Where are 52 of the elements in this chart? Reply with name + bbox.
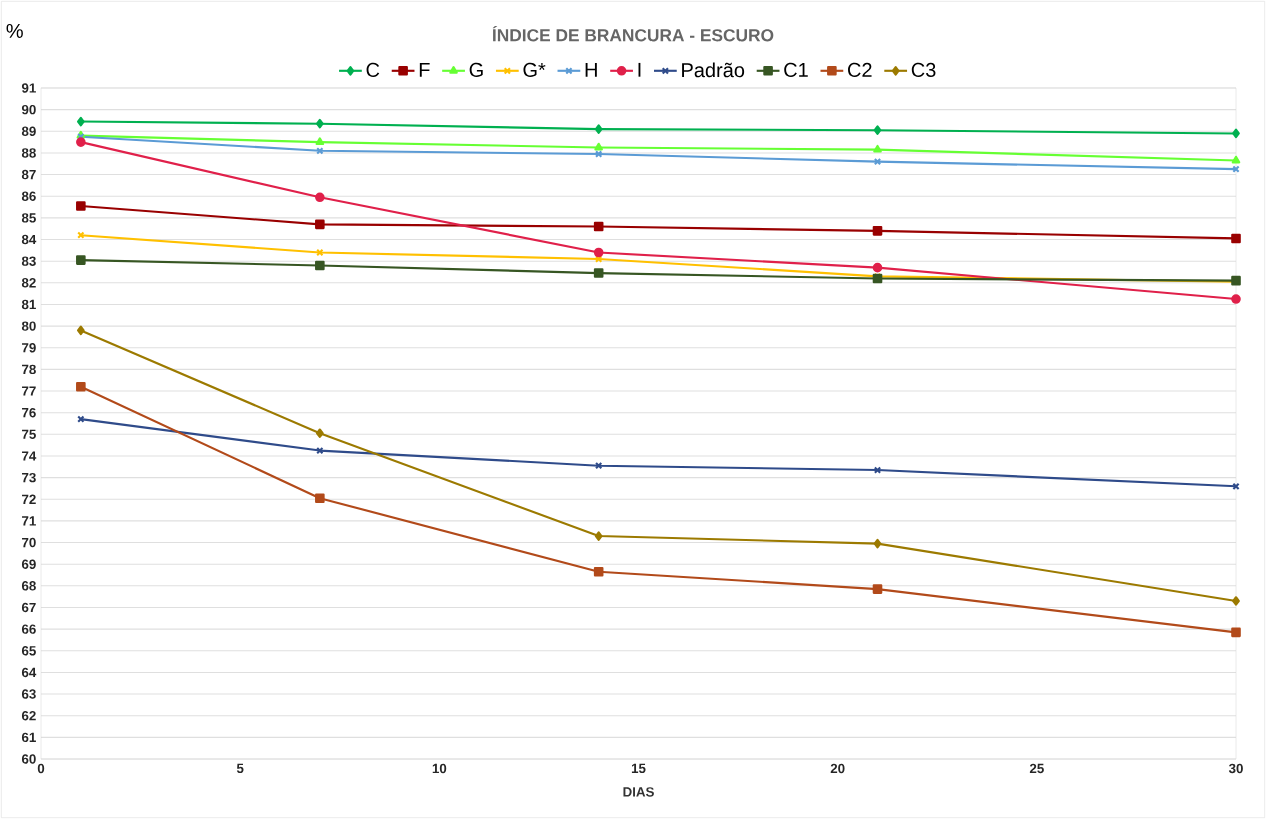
y-tick-label: 67 [21,602,36,613]
x-tick-label: 25 [1029,763,1044,774]
y-tick-label: 66 [21,624,36,634]
y-tick-label: 77 [22,386,36,396]
y-tick-label: 63 [21,689,36,699]
x-tick-label: 20 [830,763,845,774]
y-tick-label: 91 [21,83,36,93]
legend-label: G [469,62,483,77]
legend-label: G* [523,62,546,77]
x-tick-label: 5 [236,763,244,774]
x-tick-label: 30 [1228,763,1243,774]
y-tick-label: 87 [21,169,36,180]
legend-label: H [585,62,597,77]
y-tick-label: 60 [21,754,36,764]
y-tick-label: 64 [21,667,37,678]
y-tick-label: 90 [21,104,36,115]
y-tick-label: 86 [21,191,36,201]
y-tick-label: 70 [22,537,36,548]
y-tick-label: 80 [21,321,36,331]
x-tick-label: 0 [37,763,45,774]
y-tick-label: 84 [21,234,37,245]
y-tick-label: 79 [22,343,36,353]
y-tick-label: 71 [22,516,36,526]
y-tick-label: 82 [21,278,36,288]
y-tick-label: 88 [21,148,36,158]
y-tick-label: 69 [21,559,36,569]
y-tick-label: 81 [21,299,36,310]
y-tick-label: 61 [21,732,36,743]
y-tick-label: 76 [22,407,36,418]
legend-label: I [638,62,641,77]
y-tick-label: 75 [22,429,36,439]
y-tick-label: 74 [22,451,37,461]
y-tick-label: 62 [21,711,36,721]
chart-title: ÍNDICE DE BRANCURA - ESCURO [492,25,774,42]
legend-label: Padrão [682,62,745,78]
legend-label: C [366,62,380,77]
y-tick-label: 89 [21,126,36,137]
x-tick-label: 15 [631,763,646,774]
y-tick-label: 73 [22,472,36,483]
y-tick-label: 85 [21,213,36,223]
y-tick-label: 72 [22,494,36,504]
y-tick-label: 78 [22,364,36,375]
y-axis-title: % [6,23,23,38]
y-tick-label: 65 [21,646,36,656]
legend-label: F [419,62,430,77]
x-tick-label: 10 [432,763,447,774]
x-axis-title: DIAS [623,787,654,797]
y-tick-label: 68 [21,581,36,591]
legend-label: C2 [848,62,872,77]
y-tick-label: 83 [21,256,36,266]
legend-label: C1 [784,62,808,77]
legend-label: C3 [911,62,936,77]
